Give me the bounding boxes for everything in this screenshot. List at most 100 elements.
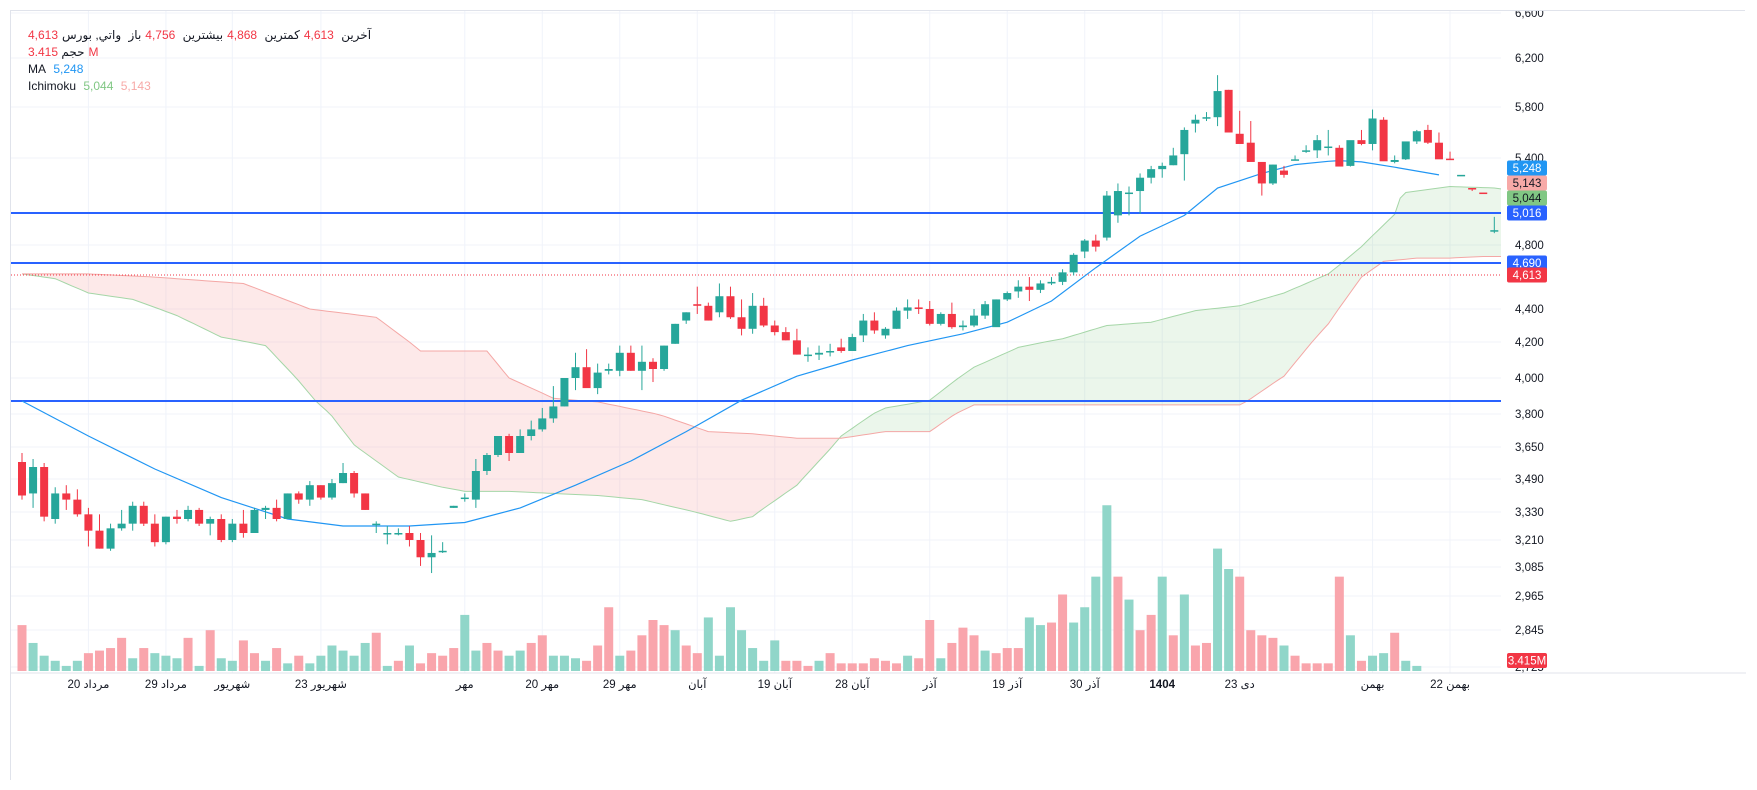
candle <box>1390 159 1399 162</box>
candle <box>1025 286 1034 290</box>
candle <box>383 533 392 535</box>
volume-bar <box>637 635 647 671</box>
candle <box>1047 281 1056 284</box>
volume-bar <box>371 632 381 671</box>
volume-bar <box>792 660 802 671</box>
candle <box>1379 119 1388 162</box>
legend-volume: حجم 3.415M <box>28 44 375 61</box>
candle <box>1003 293 1012 300</box>
candle <box>914 307 923 309</box>
candle <box>1324 146 1333 149</box>
volume-bar <box>1069 622 1079 671</box>
volume-bar <box>814 660 824 671</box>
candle <box>781 332 790 341</box>
volume-bar <box>825 653 835 671</box>
volume-bar <box>1323 663 1333 671</box>
price-tick-label: 4,400 <box>1515 304 1544 316</box>
candle <box>1490 230 1499 232</box>
volume-bar <box>526 642 536 671</box>
volume-label: 3.415M <box>1508 656 1546 668</box>
volume-bar <box>1301 663 1311 671</box>
volume-bar <box>936 658 946 671</box>
volume-bar <box>1268 637 1278 671</box>
horizontal-levels[interactable] <box>11 212 1501 402</box>
volume-bar <box>238 640 248 671</box>
volume-bar <box>880 660 890 671</box>
volume-bar <box>327 645 337 671</box>
legend-ma: MA 5,248 <box>28 61 375 78</box>
candle <box>693 304 702 306</box>
candle <box>449 505 458 508</box>
high-label: بیشترین <box>182 28 224 42</box>
volume-bar <box>504 655 514 671</box>
candle <box>560 378 569 407</box>
price-axis[interactable]: 6,6006,2005,8005,4004,8004,4004,2004,000… <box>1501 11 1746 674</box>
volume-bar <box>1290 655 1300 671</box>
volume-bar <box>50 660 60 671</box>
volume-bar <box>139 648 149 671</box>
candle <box>516 436 525 453</box>
time-axis-bg <box>11 673 1746 781</box>
candle <box>826 351 835 353</box>
volume-label-box <box>1507 653 1547 668</box>
chart-frame: 6,600 6,200 5,800 5,400 4,800 4,400 4,200 4,000… <box>10 10 1746 781</box>
ichimoku-label[interactable]: Ichimoku <box>28 79 77 93</box>
volume-bar <box>416 663 426 671</box>
volume-bar <box>714 655 724 671</box>
candle <box>494 436 503 455</box>
price-label: 5,044 <box>1513 193 1542 205</box>
price-tick-label: 4,800 <box>1515 240 1544 252</box>
volume-bar <box>969 635 979 671</box>
volume-bar <box>1157 576 1167 671</box>
volume-bar <box>94 650 104 671</box>
volume-bar <box>1013 648 1023 671</box>
candle <box>416 540 425 558</box>
candle <box>748 305 757 329</box>
volume-bar <box>39 655 49 671</box>
volume-bar <box>1246 630 1256 671</box>
time-tick-label: 20 مهر <box>525 679 559 692</box>
volume-bar <box>1224 569 1234 671</box>
candle <box>881 328 890 336</box>
candle <box>1080 240 1089 252</box>
volume-label[interactable]: حجم <box>61 45 85 59</box>
candle <box>737 317 746 329</box>
volume-bar <box>150 653 160 671</box>
price-label-box <box>1507 255 1547 271</box>
candle <box>1180 129 1189 155</box>
candle <box>1423 129 1432 143</box>
symbol-name[interactable]: واتي, بورس <box>62 28 122 42</box>
volume-bar <box>703 617 713 671</box>
time-tick-label: 19 آبان <box>758 677 793 691</box>
price-chart[interactable]: 6,6006,2005,8005,4004,8004,4004,2004,000… <box>11 11 1746 781</box>
ma-label[interactable]: MA <box>28 62 46 76</box>
price-label: 4,690 <box>1513 258 1542 270</box>
volume-bar <box>194 665 204 671</box>
volume-bar <box>1146 614 1156 671</box>
price-label: 5,143 <box>1513 178 1542 190</box>
ma-layer <box>21 159 1440 527</box>
volume-bar <box>1135 630 1145 671</box>
candle <box>261 507 270 510</box>
volume-bar <box>659 625 669 671</box>
candle <box>1268 164 1277 184</box>
candle <box>1279 170 1288 175</box>
candle <box>184 509 193 519</box>
candle <box>482 455 491 471</box>
volume-bar <box>593 645 603 671</box>
candle <box>272 507 281 519</box>
volume-bar <box>216 658 226 671</box>
price-tick-label: 3,210 <box>1515 535 1544 547</box>
price-tick-label: 4,200 <box>1515 337 1544 349</box>
candle <box>471 471 480 500</box>
candle <box>117 523 126 529</box>
candle <box>239 523 248 533</box>
candle <box>958 325 967 328</box>
time-axis[interactable]: 20 مرداد 29 مرداد شهریور 23 شهریور مهر 20 مهر… <box>11 672 1746 781</box>
time-tick-label: شهریور <box>213 679 250 692</box>
candle <box>1091 240 1100 247</box>
candle <box>1125 192 1133 195</box>
volume-bar <box>1168 635 1178 671</box>
volume-bar <box>1334 576 1344 671</box>
candle <box>615 352 624 371</box>
